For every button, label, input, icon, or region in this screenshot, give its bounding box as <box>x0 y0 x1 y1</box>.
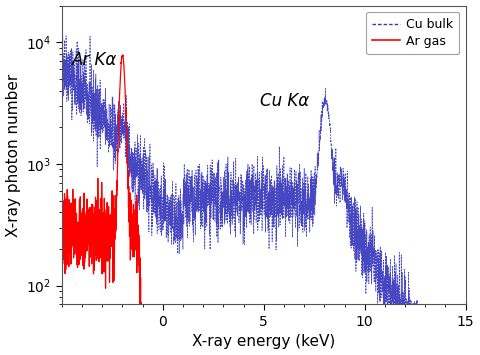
Y-axis label: X-ray photon number: X-ray photon number <box>6 73 21 237</box>
Legend: Cu bulk, Ar gas: Cu bulk, Ar gas <box>366 12 459 54</box>
Text: Ar Kα: Ar Kα <box>72 51 117 69</box>
X-axis label: X-ray energy (keV): X-ray energy (keV) <box>192 334 336 349</box>
Text: Cu Kα: Cu Kα <box>260 92 309 110</box>
